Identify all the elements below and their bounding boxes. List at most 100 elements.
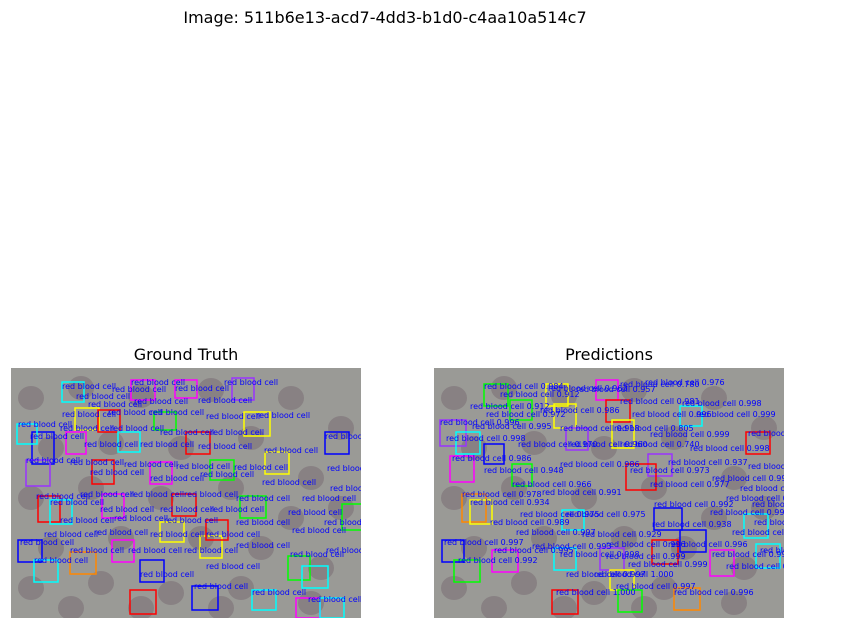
pred-box-label: red blood cell 0.918 (560, 424, 640, 433)
cell-blob (721, 466, 747, 490)
gt-bounding-box (139, 559, 165, 583)
pred-box-label: red blood cell 0.972 (486, 410, 566, 419)
gt-bounding-box (74, 407, 100, 431)
cell-blob (441, 486, 467, 510)
pred-bounding-box (469, 499, 493, 525)
gt-box-label: red blood cell (198, 396, 252, 405)
cell-blob (521, 431, 547, 455)
gt-bounding-box (37, 495, 61, 523)
pred-box-label: red blood cell 0.912 (500, 390, 580, 399)
pred-bounding-box (709, 549, 735, 577)
gt-bounding-box (129, 589, 157, 615)
cell-blob (571, 486, 597, 510)
gt-bounding-box (16, 423, 38, 445)
cell-blob (38, 436, 64, 460)
predictions-title: Predictions (565, 345, 653, 364)
pred-box-label: red blood cell 0.992 (458, 556, 538, 565)
gt-box-label: red blood cell (114, 514, 168, 523)
pred-bounding-box (605, 399, 631, 423)
cell-blob (328, 496, 354, 520)
pred-bounding-box (509, 399, 533, 421)
pred-box-label: red blood cell 0.740 (620, 440, 700, 449)
gt-box-label: red blood cell (62, 410, 116, 419)
pred-bounding-box (461, 493, 487, 523)
pred-box-label: red blood cell 0.912 (470, 402, 550, 411)
pred-box-label: red blood cell 0.998 (446, 434, 526, 443)
gt-bounding-box (191, 585, 219, 611)
pred-box-label: red blood cell 0.963 (548, 384, 628, 393)
pred-box-label: red blood cell 0.986 (560, 460, 640, 469)
pred-box-label: red blood cell 1.000 (556, 588, 636, 597)
pred-box-label: red blood cell 0.999 (696, 410, 776, 419)
pred-box-label: red blood cell 0.934 (470, 498, 550, 507)
pred-box-label: red blood cell 0.993 (712, 474, 784, 483)
pred-bounding-box (483, 383, 509, 407)
pred-box-label: red blood cell 0.984 (484, 382, 564, 391)
gt-box-label: red blood cell (236, 494, 290, 503)
cell-blob (701, 386, 727, 410)
gt-bounding-box (65, 431, 87, 455)
gt-box-label: red blood cell (206, 412, 260, 421)
cell-blob (228, 576, 254, 600)
pred-box-label: red blood cell 0.970 (518, 440, 598, 449)
pred-box-label: red blood cell 0.999 (628, 560, 708, 569)
cell-blob (731, 556, 757, 580)
pred-bounding-box (449, 455, 475, 483)
pred-bounding-box (551, 589, 579, 615)
gt-box-label: red blood cell (262, 478, 316, 487)
pred-box-label: red blood cell 0.996 (606, 540, 686, 549)
pred-box-label: red blood cell 0.780 (620, 380, 700, 389)
cell-blob (128, 596, 154, 618)
gt-bounding-box (153, 411, 177, 431)
gt-box-label: red blood cell (184, 546, 238, 555)
gt-bounding-box (239, 495, 267, 519)
gt-box-label: red blood cell (20, 538, 74, 547)
pred-box-label: red blood cell 0.997 (566, 570, 646, 579)
gt-box-label: red blood cell (330, 484, 361, 493)
pred-box-label: red blood cell 0.995 (494, 546, 574, 555)
pred-box-label: red blood cell 0.998 (560, 550, 640, 559)
gt-box-label: red blood cell (26, 456, 80, 465)
pred-box-label: red blood cell 0.975 (520, 510, 600, 519)
pred-bounding-box (647, 453, 673, 477)
gt-box-label: red blood cell (90, 468, 144, 477)
pred-box-label: red blood cell 0.992 (654, 500, 734, 509)
pred-box-label: red blood cell 0.976 (645, 378, 725, 387)
pred-box-label: red blood cell 0.995 (472, 422, 552, 431)
pred-box-label: red blood cell 0.989 (490, 518, 570, 527)
pred-box-label: red blood cell 0.997 (616, 582, 696, 591)
gt-box-label: red blood cell (326, 546, 361, 555)
pred-bounding-box (651, 539, 679, 565)
pred-box-label: red blood cell 0.985 (752, 500, 784, 509)
gt-bounding-box (17, 539, 43, 563)
gt-box-label: red blood cell (94, 528, 148, 537)
gt-box-label: red blood cell (164, 516, 218, 525)
gt-box-label: red blood cell (70, 546, 124, 555)
ground-truth-title: Ground Truth (133, 345, 239, 364)
cell-blob (661, 426, 687, 450)
cell-blob (631, 596, 657, 618)
cell-blob (721, 591, 747, 615)
pred-box-label: red blood cell 0.966 (512, 480, 592, 489)
pred-bounding-box (553, 547, 577, 571)
pred-box-label: red blood cell 0.957 (576, 385, 656, 394)
gt-bounding-box (171, 493, 197, 517)
cell-blob (78, 476, 104, 500)
gt-bounding-box (199, 535, 223, 559)
pred-box-label: red blood cell 0.986 (452, 454, 532, 463)
gt-bounding-box (301, 565, 329, 589)
cell-blob (651, 576, 677, 600)
pred-box-label: red blood cell 0.805 (614, 424, 694, 433)
gt-box-label: red blood cell (236, 518, 290, 527)
pred-bounding-box (483, 443, 505, 465)
gt-bounding-box (287, 555, 311, 581)
pred-bounding-box (545, 383, 569, 407)
gt-box-label: red blood cell (80, 490, 134, 499)
pred-box-label: red blood cell 0.973 (630, 466, 710, 475)
pred-box-label: red blood cell 0.996 (668, 540, 748, 549)
gt-bounding-box (49, 499, 73, 525)
gt-bounding-box (174, 379, 198, 399)
pred-bounding-box (455, 431, 481, 455)
cell-blob (208, 596, 234, 618)
